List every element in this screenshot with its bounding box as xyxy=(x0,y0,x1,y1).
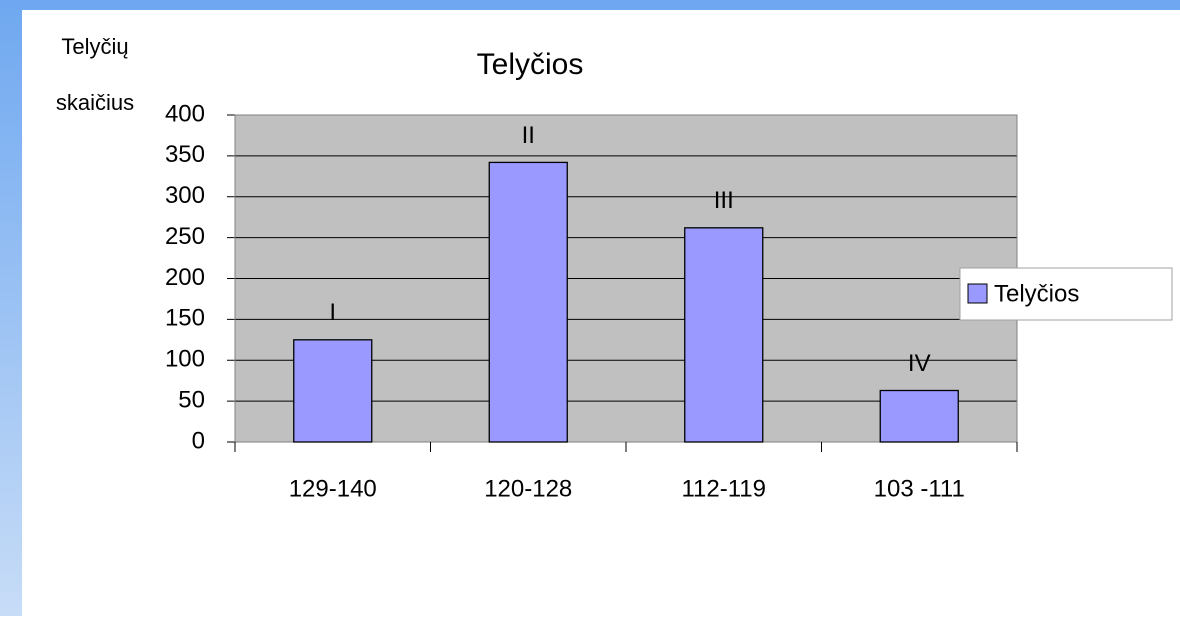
bar xyxy=(879,389,959,443)
legend-swatch xyxy=(967,283,988,304)
y-tick-label: 50 xyxy=(178,386,205,413)
frame-top xyxy=(0,0,1180,10)
y-tick-label: 100 xyxy=(165,346,205,373)
y-axis-label: skaičius xyxy=(56,90,134,115)
y-axis-label: Telyčių xyxy=(61,34,128,59)
bar-label: I xyxy=(329,299,336,326)
y-tick-label: 350 xyxy=(165,141,205,168)
bar xyxy=(293,339,373,443)
bar-label: II xyxy=(522,122,535,149)
bar xyxy=(684,227,764,443)
y-tick-label: 150 xyxy=(165,305,205,332)
x-tick-label: 112-119 xyxy=(681,475,766,502)
bar-label: III xyxy=(714,187,734,214)
bar xyxy=(488,161,568,443)
x-tick-label: 120-128 xyxy=(484,475,572,502)
y-tick-label: 200 xyxy=(165,264,205,291)
chart-title: Telyčios xyxy=(477,48,584,81)
y-tick-label: 250 xyxy=(165,223,205,250)
y-tick-label: 0 xyxy=(192,427,205,454)
legend-box xyxy=(959,267,1173,321)
x-tick-label: 129-140 xyxy=(289,475,377,502)
legend-label: Telyčios xyxy=(994,280,1079,307)
x-tick-label: 103 -111 xyxy=(874,475,965,502)
y-tick-label: 400 xyxy=(165,100,205,127)
y-tick-label: 300 xyxy=(165,182,205,209)
bar-label: IV xyxy=(908,350,931,377)
